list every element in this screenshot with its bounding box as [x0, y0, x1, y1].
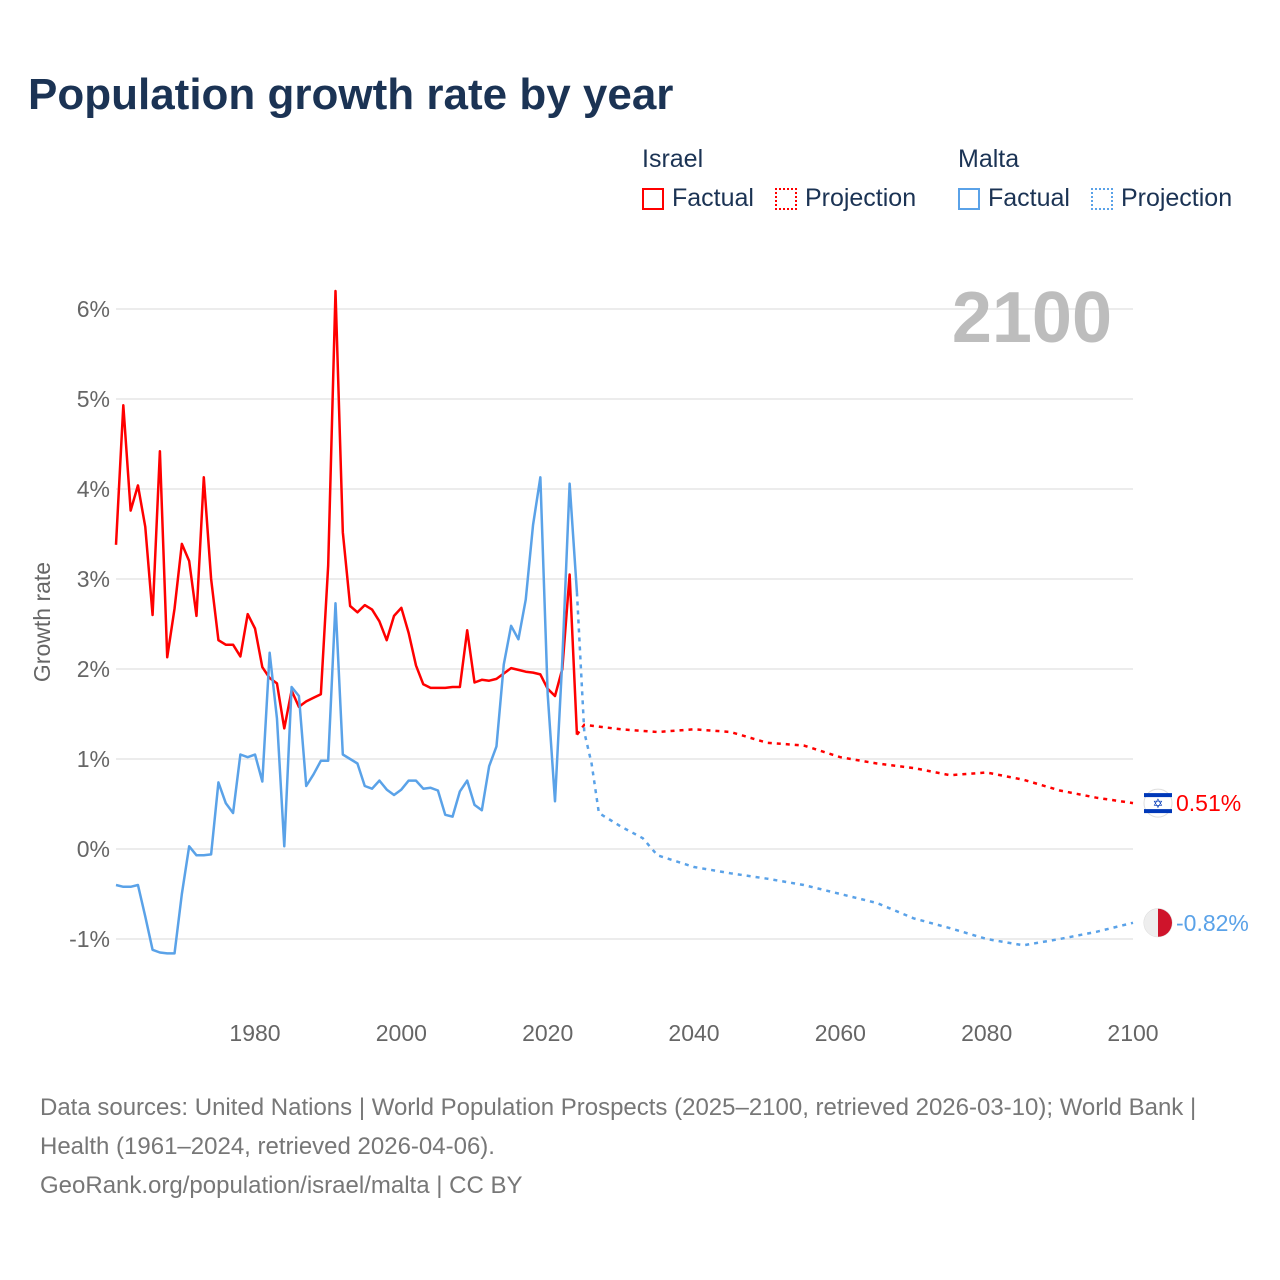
y-tick-label: 2% — [77, 656, 110, 682]
solid-swatch-icon — [958, 187, 980, 210]
x-tick-label: 1980 — [229, 1020, 280, 1046]
y-tick-label: 6% — [77, 296, 110, 322]
malta-end-label: -0.82% — [1176, 910, 1249, 936]
x-tick-label: 2000 — [376, 1020, 427, 1046]
year-indicator: 2100 — [952, 278, 1112, 358]
y-tick-label: 3% — [77, 566, 110, 592]
x-tick-label: 2080 — [961, 1020, 1012, 1046]
y-tick-label: -1% — [69, 926, 110, 952]
malta-projection-line — [575, 592, 1134, 947]
y-tick-label: 5% — [77, 386, 110, 412]
legend-group-label: Israel — [642, 145, 704, 173]
solid-swatch-icon — [642, 187, 664, 210]
flag-white-half — [1144, 908, 1158, 937]
legend-label: Projection — [1120, 184, 1233, 212]
y-tick-label: 4% — [77, 476, 110, 502]
legend-label: Factual — [988, 184, 1070, 212]
data-sources: Data sources: United Nations | World Pop… — [40, 1094, 1197, 1160]
legend-israel-factual[interactable]: Factual — [642, 184, 754, 213]
legend-israel: Israel Factual Projection — [642, 145, 930, 217]
chart-title: Population growth rate by year — [28, 70, 674, 119]
x-tick-label: 2040 — [668, 1020, 719, 1046]
line-chart: -1% 0% 1% 2% 3% 4% 5% 6% 1980 2000 2020 2040 2060 208… — [29, 278, 1249, 1046]
flag-red-half — [1158, 908, 1172, 937]
legend-group-label: Malta — [958, 145, 1020, 173]
dotted-swatch-icon — [774, 187, 797, 210]
x-tick-label: 2020 — [522, 1020, 573, 1046]
legend-israel-projection[interactable]: Projection — [774, 184, 917, 213]
x-tick-label: 2060 — [815, 1020, 866, 1046]
footer: Data sources: United Nations | World Pop… — [40, 1088, 1240, 1205]
israel-end-label: 0.51% — [1176, 790, 1241, 816]
malta-factual-line — [115, 476, 579, 955]
dotted-swatch-icon — [1090, 187, 1113, 210]
credit-link[interactable]: GeoRank.org/population/israel/malta | CC… — [40, 1172, 523, 1199]
israel-projection-line — [575, 723, 1134, 805]
flag-stripe — [1144, 809, 1172, 814]
israel-factual-line — [114, 289, 579, 735]
y-axis-label: Growth rate — [29, 562, 55, 682]
legend-label: Projection — [804, 184, 917, 212]
legend-malta-factual[interactable]: Factual — [958, 184, 1070, 213]
israel-flag-icon: ✡ — [1143, 788, 1173, 818]
flag-stripe — [1144, 793, 1172, 798]
y-tick-label: 1% — [77, 746, 110, 772]
y-tick-label: 0% — [77, 836, 110, 862]
star-of-david-icon: ✡ — [1153, 796, 1164, 811]
malta-flag-icon — [1143, 908, 1173, 938]
legend-malta-projection[interactable]: Projection — [1090, 184, 1233, 213]
x-tick-label: 2100 — [1107, 1020, 1158, 1046]
legend-label: Factual — [672, 184, 754, 212]
legend-malta: Malta Factual Projection — [958, 145, 1246, 217]
